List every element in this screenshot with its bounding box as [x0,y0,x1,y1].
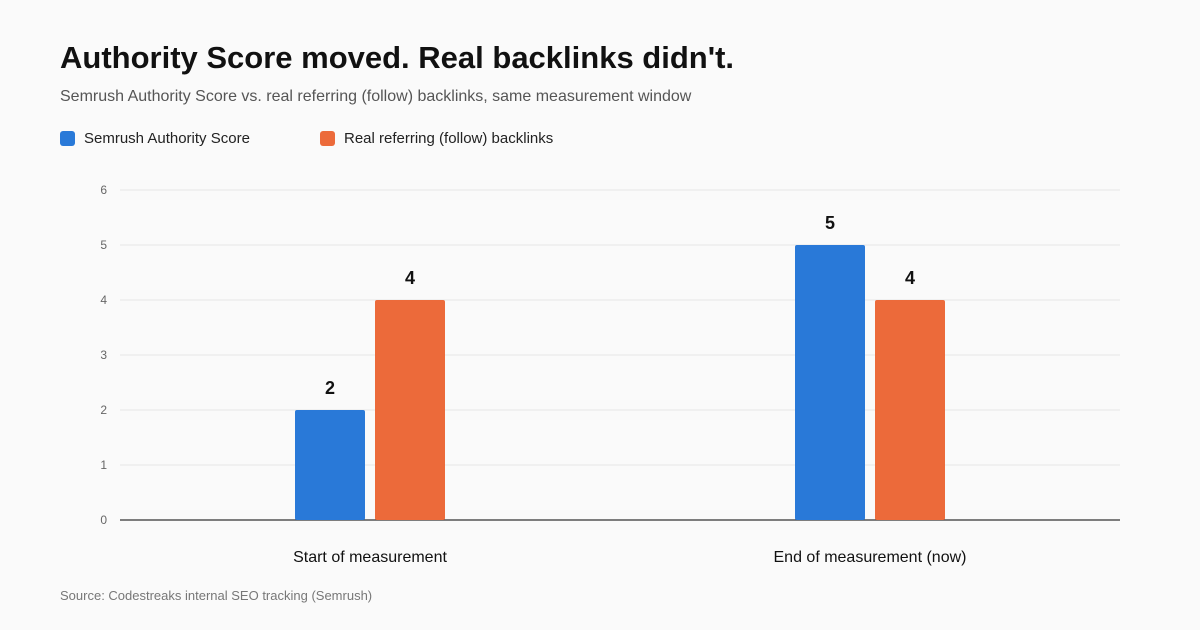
y-tick-label: 6 [100,183,107,197]
data-label: 4 [905,268,915,288]
y-tick-label: 2 [100,403,107,417]
chart-legend: Semrush Authority Score Real referring (… [60,128,760,148]
legend-item-real-backlinks: Real referring (follow) backlinks [320,128,553,148]
data-label: 2 [325,378,335,398]
x-tick-label: Start of measurement [293,549,447,566]
chart-subtitle: Semrush Authority Score vs. real referri… [60,88,692,105]
legend-swatch-authority-score [60,130,75,146]
chart-title: Authority Score moved. Real backlinks di… [60,40,735,75]
legend-label-real-backlinks: Real referring (follow) backlinks [344,129,554,147]
data-label: 4 [405,268,415,288]
y-tick-label: 3 [100,348,107,362]
y-tick-label: 4 [100,293,107,307]
legend-swatch-real-backlinks [320,130,335,146]
data-label: 5 [825,213,835,233]
y-tick-label: 1 [100,458,107,472]
y-tick-label: 5 [100,238,107,252]
source-note: Source: Codestreaks internal SEO trackin… [60,588,373,603]
bar [795,245,865,520]
bar [875,300,945,520]
bar [375,300,445,520]
legend-item-authority-score: Semrush Authority Score [60,128,250,148]
legend-label-authority-score: Semrush Authority Score [84,129,250,147]
bar [295,410,365,520]
y-tick-label: 0 [100,513,107,527]
x-tick-label: End of measurement (now) [774,549,967,566]
